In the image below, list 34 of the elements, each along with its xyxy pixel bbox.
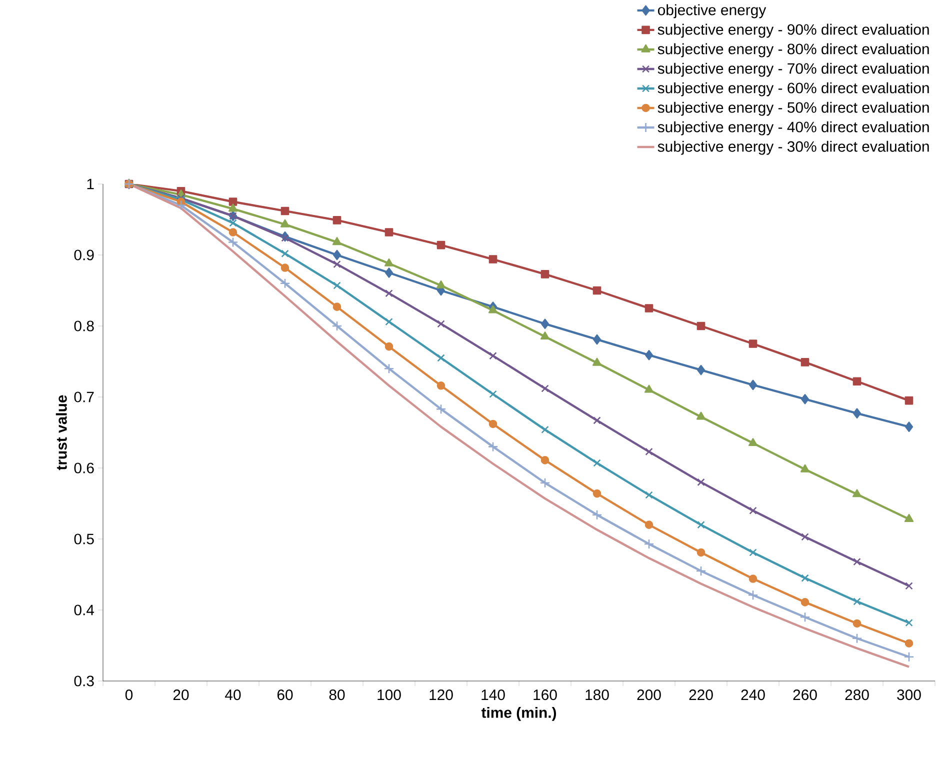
y-tick-label: 0.5 xyxy=(74,534,94,544)
x-tick-label: 0 xyxy=(125,690,133,700)
y-axis-title: trust value xyxy=(56,395,67,470)
y-tick-label: 0.8 xyxy=(74,320,94,332)
legend-label: subjective energy - 50% direct evaluation xyxy=(658,102,929,116)
x-tick-label: 40 xyxy=(225,690,241,700)
y-tick-label: 0.3 xyxy=(74,676,94,686)
y-tick-label: 0.4 xyxy=(74,604,94,616)
legend-label: subjective energy - 70% direct evaluation xyxy=(658,62,929,77)
x-tick-label: 300 xyxy=(897,690,921,700)
x-tick-label: 120 xyxy=(430,690,453,700)
x-tick-label: 260 xyxy=(793,690,817,700)
legend-label: subjective energy - 40% direct evaluation xyxy=(658,121,929,136)
x-tick-label: 140 xyxy=(482,690,505,700)
x-tick-label: 100 xyxy=(378,690,401,700)
y-tick-label: 0.7 xyxy=(74,392,94,402)
x-tick-label: 180 xyxy=(586,690,609,700)
legend-label: subjective energy - 80% direct evaluation xyxy=(658,43,929,58)
x-tick-label: 20 xyxy=(173,690,189,700)
x-tick-label: 280 xyxy=(845,690,869,700)
x-axis-title: time (min.) xyxy=(481,706,556,721)
x-tick-label: 160 xyxy=(534,690,557,700)
x-tick-label: 220 xyxy=(689,690,713,700)
legend-label: subjective energy - 90% direct evaluation xyxy=(658,24,929,38)
y-tick-label: 0.6 xyxy=(74,462,94,474)
legend-label: objective energy xyxy=(658,4,766,18)
x-tick-label: 60 xyxy=(277,690,293,700)
y-tick-label: 0.9 xyxy=(74,250,94,260)
y-tick-label: 1 xyxy=(87,178,94,190)
legend-label: subjective energy - 60% direct evaluation xyxy=(658,82,929,96)
x-tick-label: 80 xyxy=(329,690,345,700)
legend-label: subjective energy - 30% direct evaluation xyxy=(658,140,929,155)
x-tick-label: 240 xyxy=(741,690,765,700)
x-tick-label: 200 xyxy=(637,690,661,700)
